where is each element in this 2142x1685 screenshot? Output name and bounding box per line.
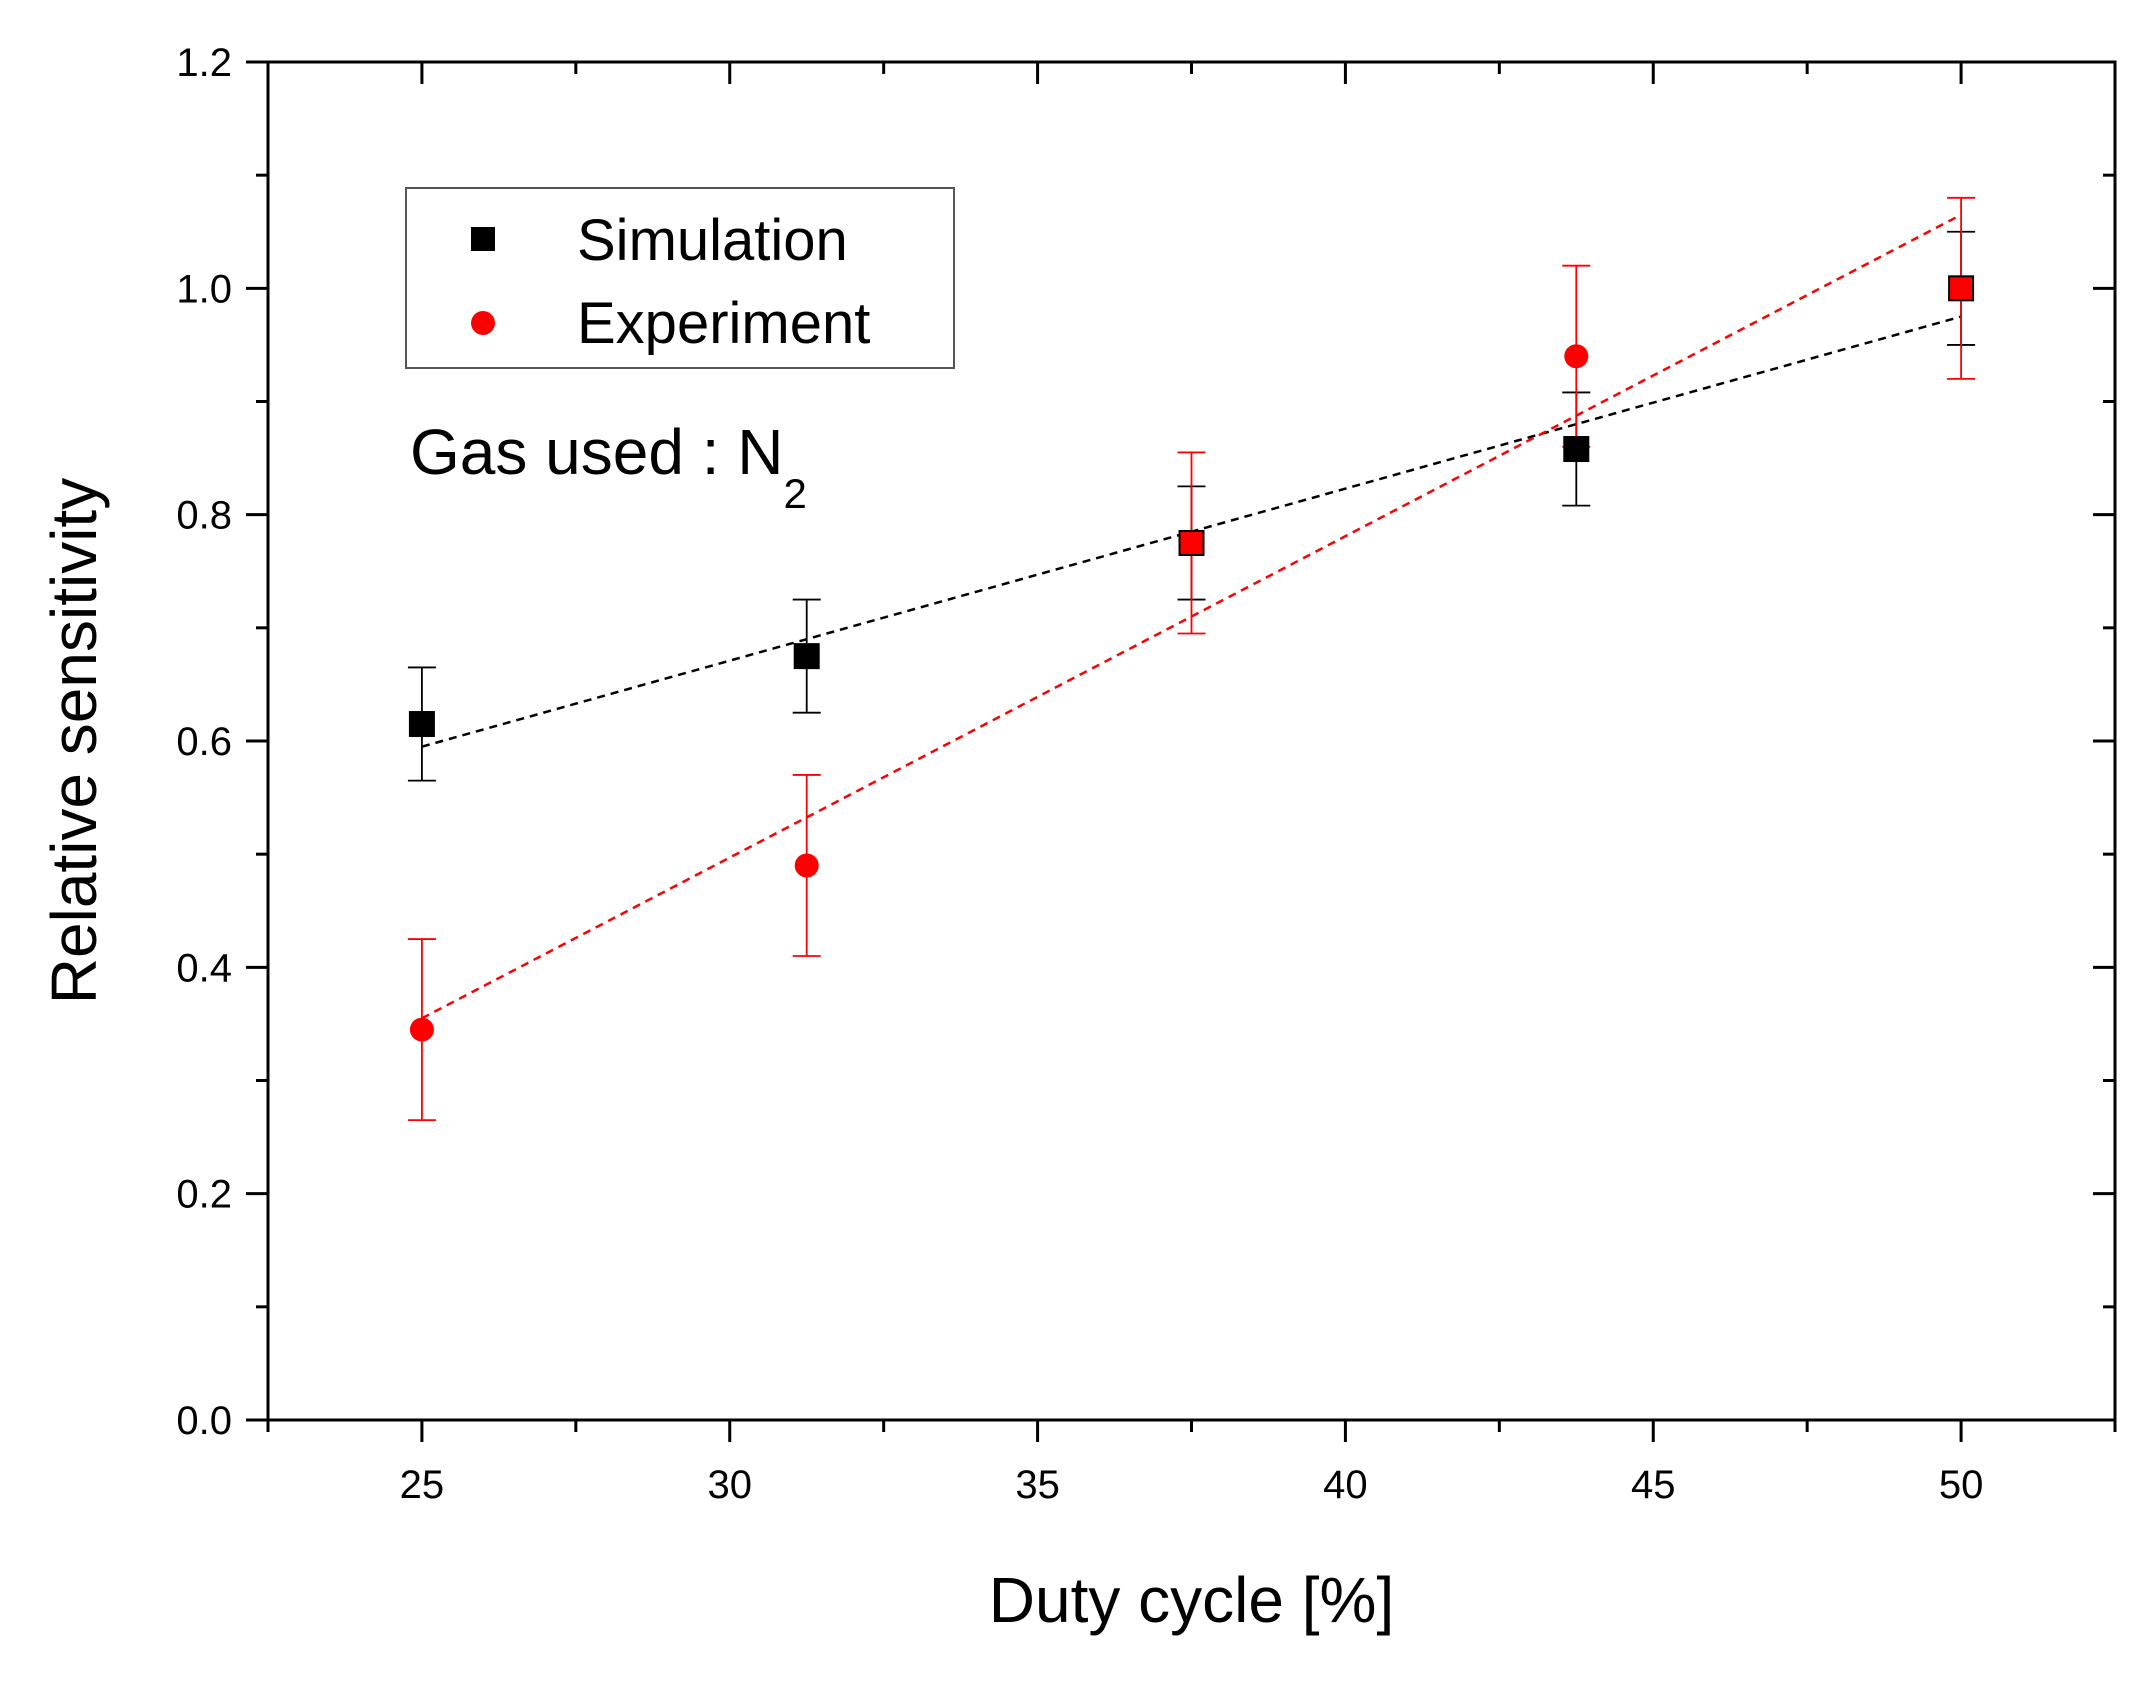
x-tick-label: 50 [1939,1463,1984,1507]
x-tick-label: 35 [1015,1463,1060,1507]
legend-marker-experiment [471,311,495,335]
x-axis-title: Duty cycle [%] [989,1564,1394,1636]
point-experiment [794,853,819,878]
x-tick-label: 45 [1631,1463,1676,1507]
legend-label-simulation: Simulation [577,208,848,273]
point-simulation [793,643,820,670]
y-tick-label: 1.2 [176,41,232,85]
x-tick-label: 30 [708,1463,753,1507]
x-tick-label: 40 [1323,1463,1368,1507]
gas-annotation-main: Gas used : N [410,416,784,488]
point-simulation [408,711,435,738]
gas-annotation: Gas used : N2 [410,416,807,517]
data-points [408,275,1975,1042]
legend-marker-simulation [471,227,495,251]
gas-annotation-subscript: 2 [784,470,807,517]
point-simulation [1563,436,1590,463]
point-experiment [409,1017,434,1042]
x-tick-label: 25 [400,1463,445,1507]
y-tick-label: 1.0 [176,267,232,311]
legend: Simulation Experiment [405,187,955,369]
y-axis-title: Relative sensitivity [38,478,110,1004]
point-simulation [1948,275,1975,302]
y-tick-label: 0.2 [176,1173,232,1217]
point-simulation [1178,529,1205,556]
y-tick-label: 0.8 [176,494,232,538]
legend-label-experiment: Experiment [577,291,870,356]
y-tick-label: 0.6 [176,720,232,764]
axis-ticks: 25 30 35 40 45 50 0.0 0.2 0.4 0.6 0.8 1.0 1.2 [176,41,2117,1507]
legend-box [405,187,955,369]
y-tick-label: 0.0 [176,1399,232,1443]
y-tick-label: 0.4 [176,946,232,990]
point-experiment [1564,344,1589,369]
